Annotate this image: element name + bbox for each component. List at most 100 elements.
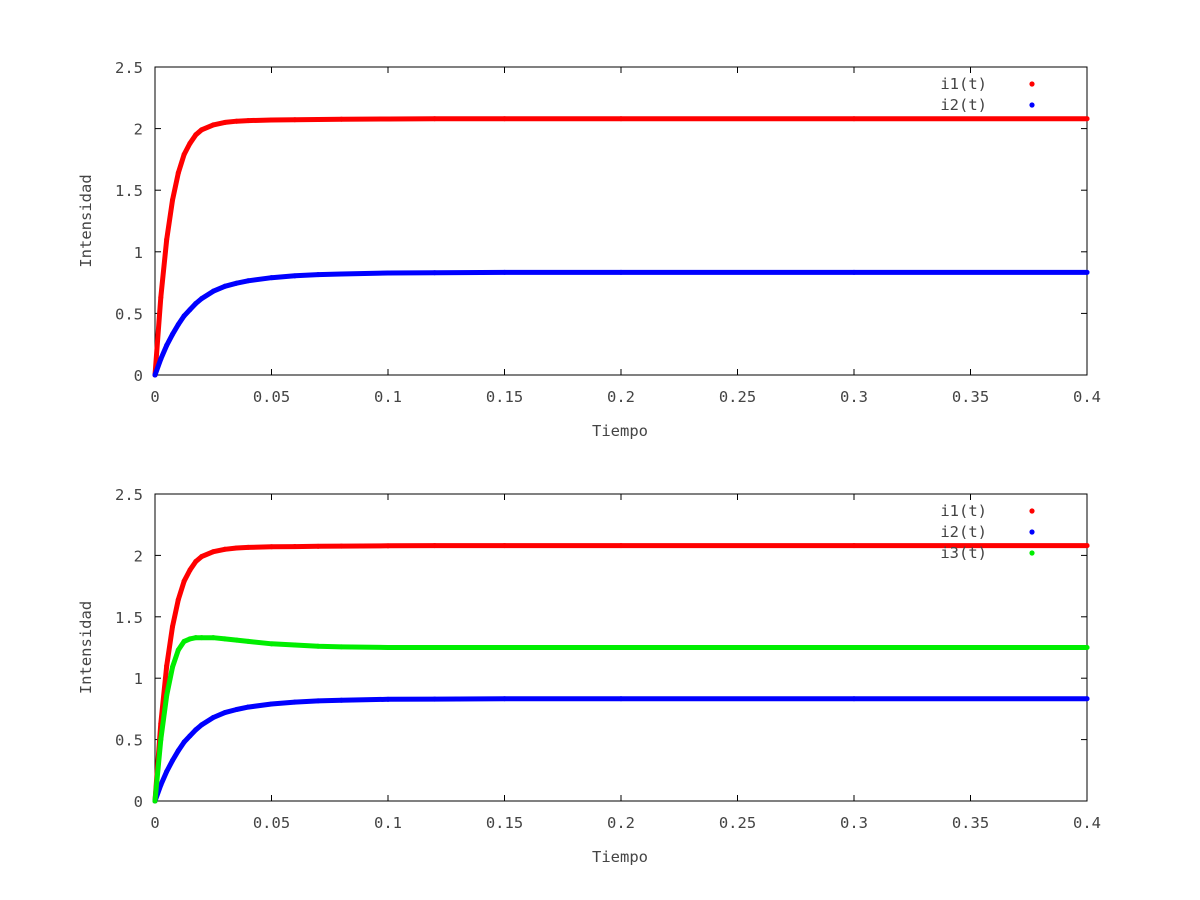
legend-label: i1(t) (940, 502, 987, 520)
data-point (338, 644, 344, 650)
data-point (169, 331, 175, 337)
data-point (164, 692, 170, 698)
data-point (181, 578, 187, 584)
data-point (338, 116, 344, 122)
data-point (169, 664, 175, 670)
data-point (269, 641, 274, 647)
data-point (385, 645, 391, 650)
data-point (315, 272, 321, 278)
legend-marker (1029, 102, 1035, 108)
x-tick-label: 0.15 (486, 814, 523, 832)
data-point (502, 269, 507, 275)
data-point (618, 645, 624, 650)
legend-label: i2(t) (940, 96, 987, 114)
data-point (315, 643, 321, 649)
data-point (187, 567, 193, 573)
x-tick-label: 0.35 (952, 388, 989, 406)
data-point (234, 707, 240, 713)
y-tick-label: 2.5 (115, 486, 143, 504)
data-point (234, 118, 240, 124)
data-point (502, 543, 507, 549)
data-point (175, 597, 181, 603)
data-point (193, 727, 199, 733)
series-line-i2t (152, 696, 1090, 804)
x-tick-label: 0 (150, 388, 159, 406)
data-point (187, 636, 193, 642)
data-point (269, 544, 274, 550)
data-point (222, 710, 228, 716)
x-tick-label: 0.3 (840, 388, 868, 406)
y-tick-label: 0.5 (115, 732, 143, 750)
data-point (502, 696, 507, 702)
data-point (618, 269, 624, 275)
data-point (169, 197, 175, 203)
series-line-i3t (152, 635, 1090, 804)
data-point (210, 714, 216, 720)
data-point (210, 122, 216, 128)
data-point (210, 288, 216, 294)
data-point (158, 356, 164, 362)
data-point (158, 737, 164, 743)
legend-label: i1(t) (940, 75, 987, 93)
legend-marker (1029, 550, 1035, 556)
data-point (269, 701, 274, 707)
x-tick-label: 0.25 (719, 388, 756, 406)
data-point (851, 543, 857, 549)
data-point (199, 554, 205, 560)
data-point (851, 696, 857, 702)
data-point (199, 296, 205, 302)
y-tick-label: 0 (134, 367, 143, 385)
x-axis-label: Tiempo (592, 422, 648, 440)
data-point (175, 647, 181, 653)
data-point (1084, 543, 1090, 549)
data-point (1084, 645, 1090, 650)
x-tick-label: 0.1 (374, 388, 402, 406)
data-point (175, 321, 181, 327)
data-point (432, 696, 438, 702)
legend-label: i2(t) (940, 523, 987, 541)
x-tick-label: 0 (150, 814, 159, 832)
data-point (618, 116, 624, 122)
chart-2: 0 0.05 0.1 0.15 0.2 0.25 0.3 0.35 0.4 0 0.5 1 1.5 2 2.… (77, 486, 1101, 866)
data-point (158, 782, 164, 788)
series-line-i1t (152, 543, 1090, 804)
data-point (245, 544, 251, 550)
data-point (1084, 269, 1090, 275)
x-tick-label: 0.05 (253, 388, 290, 406)
x-axis-label: Tiempo (592, 848, 648, 866)
data-point (851, 645, 857, 650)
data-point (851, 116, 857, 122)
y-tick-label: 2.5 (115, 59, 143, 77)
x-tick-label: 0.4 (1073, 388, 1101, 406)
x-tick-label: 0.25 (719, 814, 756, 832)
data-point (269, 117, 274, 123)
y-axis-label: Intensidad (77, 174, 95, 267)
data-point (187, 140, 193, 146)
data-point (338, 543, 344, 549)
data-point (432, 116, 438, 122)
data-point (1084, 696, 1090, 702)
data-point (502, 645, 507, 650)
data-point (152, 372, 158, 378)
y-tick-label: 0 (134, 793, 143, 811)
x-tick-label: 0.4 (1073, 814, 1101, 832)
data-point (432, 645, 438, 650)
legend-label: i3(t) (940, 544, 987, 562)
data-point (269, 275, 274, 281)
data-point (338, 271, 344, 277)
data-point (618, 543, 624, 549)
data-point (245, 118, 251, 124)
data-point (234, 637, 240, 643)
x-tick-label: 0.2 (607, 814, 635, 832)
series-line-i1t (152, 116, 1090, 378)
data-point (315, 698, 321, 704)
y-tick-label: 1.5 (115, 182, 143, 200)
data-point (210, 549, 216, 555)
y-tick-label: 1.5 (115, 609, 143, 627)
y-tick-label: 1 (134, 670, 143, 688)
x-tick-label: 0.15 (486, 388, 523, 406)
x-tick-label: 0.1 (374, 814, 402, 832)
data-point (181, 739, 187, 745)
x-tick-label: 0.3 (840, 814, 868, 832)
